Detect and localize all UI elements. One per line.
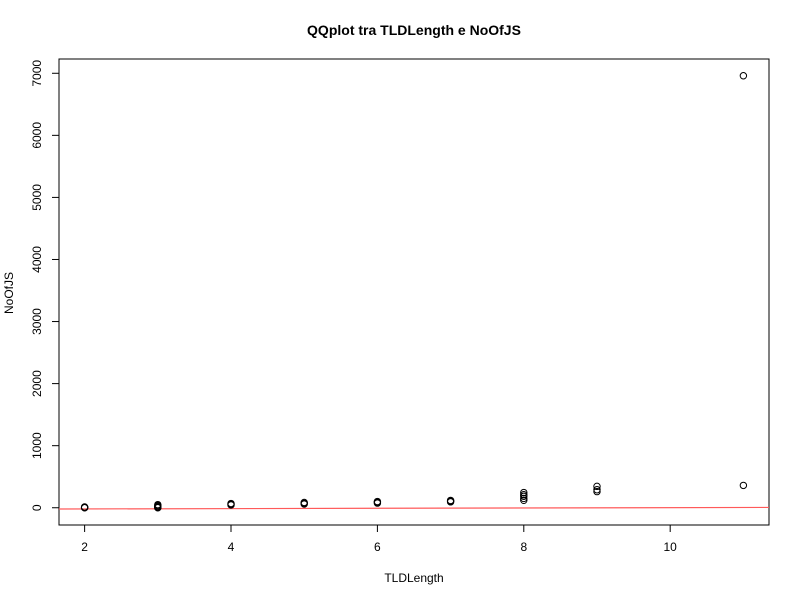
x-tick-label: 8: [520, 540, 527, 554]
x-axis: 2 4 6 8 10: [81, 524, 678, 554]
data-point: [593, 487, 601, 496]
data-point: [520, 488, 528, 497]
y-tick-label: 6000: [30, 122, 44, 149]
data-point: [520, 496, 528, 504]
data-point: [154, 500, 162, 509]
reference-line: [58, 506, 770, 510]
y-axis-label: NoOfJS: [2, 272, 16, 314]
data-point: [446, 496, 455, 505]
y-axis: 0 1000 2000 3000 4000 5000 6000 7000: [30, 60, 60, 511]
x-tick-label: 6: [374, 540, 381, 554]
data-point: [373, 497, 382, 506]
y-tick-label: 4000: [30, 246, 44, 273]
data-point: [593, 486, 601, 494]
x-axis-label: TLDLength: [384, 571, 443, 585]
y-tick-label: 2000: [30, 370, 44, 397]
data-point: [520, 491, 528, 499]
y-tick-label: 1000: [30, 432, 44, 459]
chart-title: QQplot tra TLDLength e NoOfJS: [307, 22, 521, 38]
data-point: [300, 498, 308, 507]
x-tick-label: 10: [664, 540, 678, 554]
data-point: [227, 499, 235, 508]
y-tick-label: 3000: [30, 308, 44, 335]
points-group: [80, 72, 748, 512]
y-tick-label: 5000: [30, 184, 44, 211]
data-point: [739, 72, 748, 80]
x-tick-label: 4: [228, 540, 235, 554]
y-tick-label: 0: [30, 504, 44, 511]
data-point: [520, 494, 528, 503]
data-point: [593, 482, 601, 491]
x-tick-label: 2: [81, 540, 88, 554]
y-tick-label: 7000: [30, 60, 44, 87]
reference-line-group: [58, 506, 770, 510]
data-point: [80, 503, 89, 511]
data-point: [739, 481, 748, 490]
plot-frame: [58, 58, 770, 526]
